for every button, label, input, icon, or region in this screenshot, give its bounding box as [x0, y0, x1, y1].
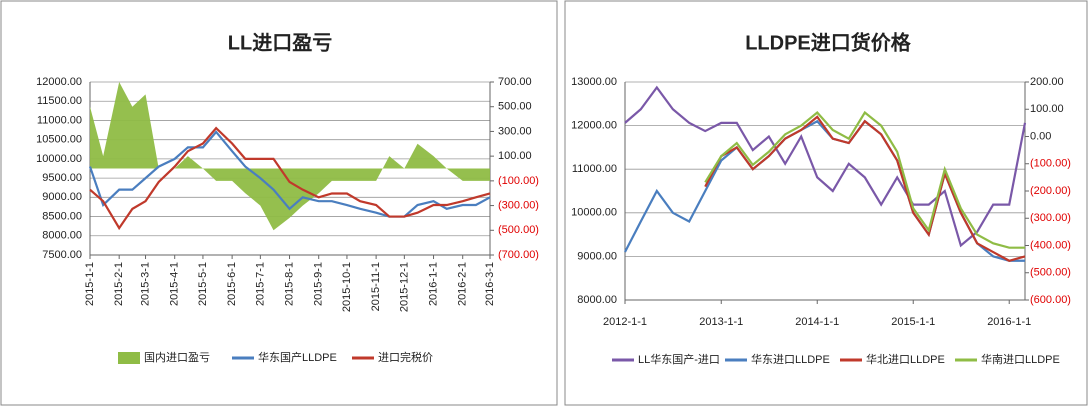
line — [89, 126, 491, 231]
chart-title: LL进口盈亏 — [228, 31, 332, 54]
x-tick-label: 2015-9-1 — [313, 262, 325, 306]
y-tick-label: 13000.00 — [571, 76, 617, 88]
y2-tick-label: (300.00) — [1030, 212, 1071, 224]
line — [704, 110, 1025, 249]
x-tick-label: 2015-5-1 — [197, 262, 209, 306]
y-tick-label: 9500.00 — [42, 172, 82, 184]
y2-tick-label: (600.00) — [1030, 294, 1071, 306]
y2-tick-label: 500.00 — [498, 101, 532, 113]
x-tick-label: 2015-1-1 — [891, 316, 935, 328]
x-tick-label: 2016-1-1 — [987, 316, 1031, 328]
x-tick-label: 2016-2-1 — [457, 262, 469, 306]
chart-title: LLDPE进口货价格 — [745, 30, 912, 54]
x-tick-label: 2015-3-1 — [139, 262, 151, 306]
y-tick-label: 7500.00 — [42, 249, 82, 261]
x-tick-label: 2015-1-1 — [84, 262, 96, 306]
legend-label: 进口完税价 — [378, 350, 433, 364]
legend-label: 国内进口盈亏 — [144, 350, 210, 364]
panel-border — [564, 0, 1088, 406]
y2-tick-label: (700.00) — [498, 249, 539, 261]
x-tick-label: 2015-2-1 — [113, 262, 125, 306]
y-tick-label: 10000.00 — [36, 153, 82, 165]
line — [624, 85, 1027, 248]
area — [90, 82, 490, 231]
y-tick-label: 8000.00 — [577, 294, 617, 306]
y2-tick-label: 100.00 — [498, 150, 532, 162]
y2-tick-label: 200.00 — [1030, 76, 1064, 88]
y2-tick-label: 100.00 — [1030, 103, 1064, 115]
y2-tick-label: (500.00) — [498, 224, 539, 236]
y2-tick-label: (400.00) — [1030, 239, 1071, 251]
y-tick-label: 9000.00 — [577, 250, 617, 262]
line — [88, 130, 491, 218]
y-tick-label: 10000.00 — [571, 207, 617, 219]
x-tick-label: 2015-4-1 — [169, 262, 181, 306]
x-tick-label: 2012-1-1 — [603, 316, 647, 328]
y2-tick-label: (100.00) — [498, 175, 539, 187]
legend-label: 华南进口LLDPE — [981, 352, 1060, 366]
legend-swatch — [118, 352, 140, 364]
y2-tick-label: 700.00 — [498, 76, 532, 88]
legend-label: LL华东国产-进口 — [638, 352, 720, 366]
y-tick-label: 11000.00 — [37, 114, 82, 126]
y-tick-label: 11000.00 — [572, 163, 617, 175]
y-tick-label: 8500.00 — [42, 210, 82, 222]
y2-tick-label: 0.00 — [1030, 130, 1051, 142]
line — [704, 115, 1026, 262]
x-tick-label: 2016-1-1 — [427, 262, 439, 306]
x-tick-label: 2015-6-1 — [226, 262, 238, 306]
x-tick-label: 2015-7-1 — [254, 262, 266, 306]
x-tick-label: 2014-1-1 — [795, 316, 839, 328]
y-tick-label: 12000.00 — [571, 120, 617, 132]
y-tick-label: 12000.00 — [36, 76, 82, 88]
legend-label: 华北进口LLDPE — [866, 352, 945, 366]
legend-label: 华东国产LLDPE — [258, 350, 337, 364]
y-tick-label: 9000.00 — [42, 191, 82, 203]
x-tick-label: 2015-8-1 — [283, 262, 295, 306]
legend-label: 华东进口LLDPE — [751, 352, 830, 366]
y-tick-label: 8000.00 — [42, 230, 82, 242]
x-tick-label: 2013-1-1 — [699, 316, 743, 328]
x-tick-label: 2015-10-1 — [341, 262, 353, 312]
x-tick-label: 2016-3-1 — [484, 262, 496, 306]
y-tick-label: 10500.00 — [36, 134, 82, 146]
y2-tick-label: 300.00 — [498, 125, 532, 137]
x-tick-label: 2015-11-1 — [370, 262, 382, 311]
y2-tick-label: (100.00) — [1030, 158, 1071, 170]
x-tick-label: 2015-12-1 — [398, 262, 410, 312]
y2-tick-label: (500.00) — [1030, 267, 1071, 279]
y-tick-label: 11500.00 — [37, 95, 82, 107]
y2-tick-label: (300.00) — [498, 199, 539, 211]
y2-tick-label: (200.00) — [1030, 185, 1071, 197]
